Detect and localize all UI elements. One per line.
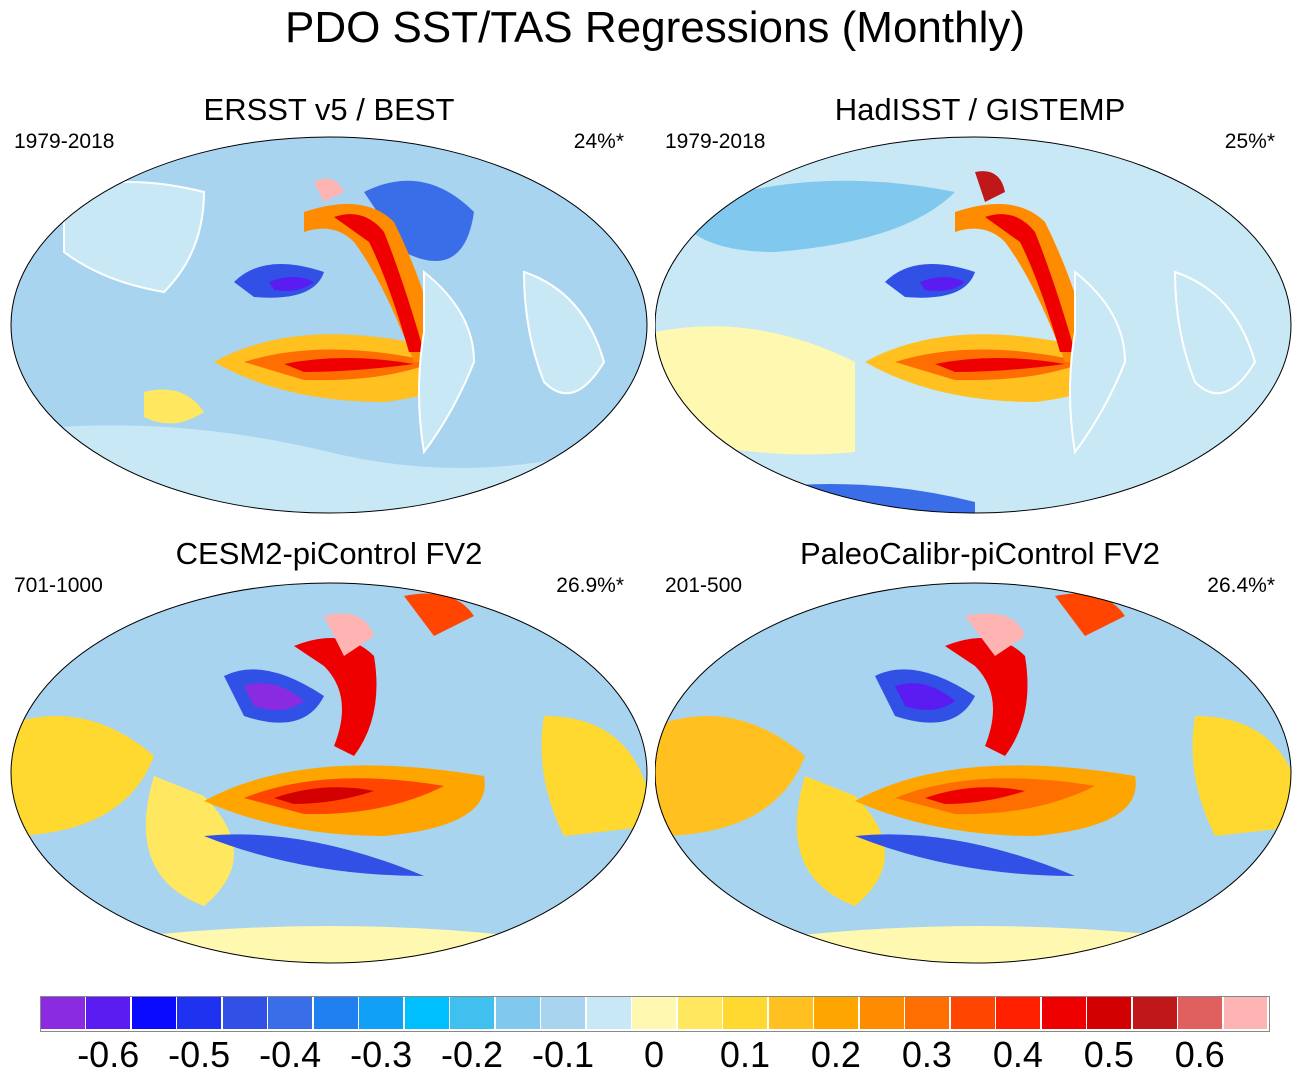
panel-hadisst-gistemp: HadISST / GISTEMP 1979-2018 25%* xyxy=(655,92,1305,532)
colorbar-tick-label: 0.5 xyxy=(1083,1034,1134,1075)
colorbar-tick-label: -0.6 xyxy=(77,1034,140,1075)
panel-variance-percent: 24%* xyxy=(573,130,624,153)
colorbar-tick-label: 0.1 xyxy=(719,1034,770,1075)
colorbar-box xyxy=(130,996,177,1030)
north-atlantic-cool xyxy=(364,180,474,261)
colorbar-box xyxy=(40,996,86,1030)
colorbar-box xyxy=(1131,996,1178,1030)
panel-variance-percent: 26.9%* xyxy=(556,574,624,597)
colorbar-box xyxy=(540,996,587,1030)
colorbar-box xyxy=(176,996,223,1030)
colorbar-box xyxy=(312,996,359,1030)
colorbar-box xyxy=(403,996,450,1030)
panel-period: 201-500 xyxy=(665,574,743,597)
colorbar-box xyxy=(949,996,996,1030)
regression-map xyxy=(10,136,648,514)
panel-title: CESM2-piControl FV2 xyxy=(175,536,483,571)
colorbar-tick-label: -0.5 xyxy=(168,1034,231,1075)
colorbar-box xyxy=(813,996,860,1030)
regression-map xyxy=(10,582,648,964)
colorbar-box xyxy=(631,996,678,1030)
colorbar xyxy=(40,996,1270,1032)
colorbar-box xyxy=(1040,996,1087,1030)
colorbar-box xyxy=(1086,996,1133,1030)
colorbar-box xyxy=(1177,996,1223,1030)
panel-cesm2-picontrol: CESM2-piControl FV2 701-1000 26.9%* xyxy=(4,536,654,976)
colorbar-tick-label: 0.3 xyxy=(901,1034,952,1075)
colorbar-tick-label: -0.4 xyxy=(259,1034,322,1075)
colorbar-box xyxy=(995,996,1042,1030)
panel-period: 1979-2018 xyxy=(14,130,115,153)
colorbar-tick-label: -0.2 xyxy=(441,1034,504,1075)
colorbar-box xyxy=(904,996,951,1030)
colorbar-tick-label: -0.1 xyxy=(532,1034,595,1075)
colorbar-box xyxy=(858,996,905,1030)
panel-variance-percent: 26.4%* xyxy=(1207,574,1275,597)
panel-title: ERSST v5 / BEST xyxy=(203,92,455,127)
colorbar-box xyxy=(449,996,496,1030)
colorbar-tick-label: 0.4 xyxy=(992,1034,1043,1075)
panel-period: 1979-2018 xyxy=(665,130,766,153)
colorbar-box xyxy=(767,996,814,1030)
figure-title: PDO SST/TAS Regressions (Monthly) xyxy=(284,3,1026,52)
colorbar-box xyxy=(722,996,769,1030)
indian-ocean-warm xyxy=(144,389,204,424)
regression-map xyxy=(655,582,1292,964)
panel-paleocalibr-picontrol: PaleoCalibr-piControl FV2 201-500 26.4%* xyxy=(655,536,1305,976)
colorbar-box xyxy=(85,996,132,1030)
panel-period: 701-1000 xyxy=(14,574,103,597)
colorbar-tick-label: -0.3 xyxy=(350,1034,413,1075)
colorbar-box xyxy=(676,996,723,1030)
panel-variance-percent: 25%* xyxy=(1224,130,1275,153)
colorbar-box xyxy=(221,996,268,1030)
regression-map xyxy=(655,136,1292,514)
colorbar-box xyxy=(1222,996,1269,1030)
panel-title: HadISST / GISTEMP xyxy=(834,92,1126,127)
colorbar-box xyxy=(494,996,541,1030)
panel-title: PaleoCalibr-piControl FV2 xyxy=(799,536,1161,571)
colorbar-tick-label: 0.6 xyxy=(1174,1034,1225,1075)
colorbar-box xyxy=(267,996,314,1030)
south-pacific-warm xyxy=(194,512,416,513)
continents xyxy=(63,181,606,455)
colorbar-box xyxy=(358,996,405,1030)
colorbar-box xyxy=(585,996,632,1030)
panel-ersst-best: ERSST v5 / BEST 1979-2018 24%* xyxy=(4,92,654,532)
colorbar-tick-label: 0.2 xyxy=(810,1034,861,1075)
colorbar-tick-label: 0 xyxy=(643,1034,665,1075)
